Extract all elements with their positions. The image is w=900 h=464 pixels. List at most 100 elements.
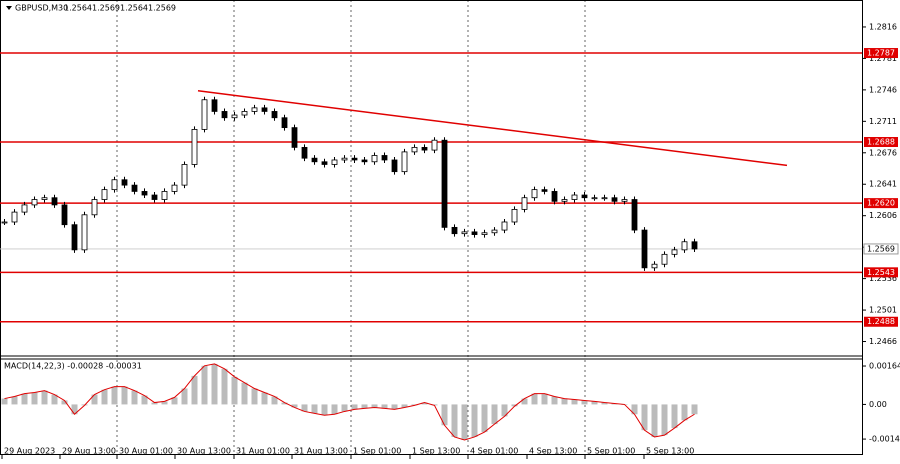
macd-bar [321,404,328,416]
candle [101,189,108,200]
candle [241,111,248,116]
candle [601,197,608,200]
candle [271,111,278,119]
macd-bar [461,404,468,441]
macd-bar [181,388,188,405]
candle [611,197,618,202]
macd-bar [41,390,48,405]
ohlc: 1.2569 [148,4,176,13]
candle [551,191,558,202]
x-tick-label: 29 Aug 13:00 [62,447,116,456]
level-tag [864,198,898,209]
macd-bar [391,404,398,410]
macd-bar [231,376,238,405]
candle [581,194,588,199]
y-tick-label: 1.2746 [869,85,897,94]
candle [491,229,498,234]
level-label: 1.2688 [867,138,895,147]
macd-bar [171,397,178,405]
candle [441,139,448,228]
level-label: 1.2543 [867,268,895,277]
macd-bar [31,392,38,405]
candle [451,226,458,235]
candle [411,146,418,153]
candle [691,241,698,250]
candle [151,194,158,200]
macd-bar [381,404,388,409]
candle [631,199,638,231]
candle [471,231,478,235]
macd-title: MACD(14,22,3) -0.00028 -0.00031 [4,362,142,371]
macd-tick-label: 0.00164 [869,362,900,371]
candle [261,107,268,112]
x-tick-label: 4 Sep 13:00 [529,447,577,456]
candle [201,99,208,130]
candle [211,99,218,112]
candle [481,232,488,235]
macd-bar [371,404,378,408]
macd-bar [491,404,498,425]
candle [351,157,358,161]
candle [361,159,368,163]
candle [541,189,548,192]
macd-bar [601,402,608,405]
x-tick-label: 5 Sep 13:00 [646,447,694,456]
macd-bar [591,401,598,405]
candle [291,127,298,148]
y-tick-label: 1.2536 [869,274,897,283]
candle [281,117,288,129]
y-tick-label: 1.2641 [869,180,897,189]
candle [641,229,648,269]
candle [231,114,238,119]
macd-bar [341,404,348,412]
candle [661,253,668,265]
candle [161,191,168,200]
macd-bar [631,404,638,415]
macd-bar [481,404,488,433]
y-tick-label: 1.2816 [869,22,897,31]
macd-bar [521,398,528,405]
candle [11,211,18,223]
macd-bar [1,398,8,405]
ohlc: 1.2569 [92,4,120,13]
macd-bar [221,368,228,405]
level-tag [864,316,898,327]
candle [1,221,8,224]
candle [511,209,518,223]
macd-bar [441,404,448,426]
candle [401,151,408,173]
candle [31,199,38,206]
candle [621,199,628,202]
frame [0,0,863,455]
candle [531,189,538,199]
y-tick-label: 1.2606 [869,211,897,220]
macd-bar [311,404,318,414]
x-tick-label: 30 Aug 01:00 [119,447,173,456]
candle [681,241,688,251]
candle [21,204,28,213]
y-tick-label: 1.2466 [869,337,897,346]
macd-bar [271,396,278,405]
x-tick-label: 1 Sep 13:00 [412,447,460,456]
symbol: GBPUSD,M30 [15,4,68,13]
macd-bar [671,404,678,429]
candle [191,129,198,165]
macd-bar [141,395,148,405]
x-tick-label: 5 Sep 01:00 [587,447,635,456]
candle [311,157,318,163]
macd-bar [61,400,68,405]
x-tick-label: 29 Aug 2023 [4,447,55,456]
y-tick-label: 1.2711 [869,117,897,126]
macd-bar [531,393,538,405]
macd-bar [191,375,198,405]
macd-bar [691,404,698,415]
level-tag [864,137,898,147]
candle [41,197,48,200]
candle [301,146,308,159]
candle [421,146,428,151]
candle [591,197,598,200]
x-tick-label: 31 Aug 01:00 [236,447,290,456]
candle [391,159,398,173]
macd-bar [131,390,138,405]
macd-bar [201,365,208,405]
